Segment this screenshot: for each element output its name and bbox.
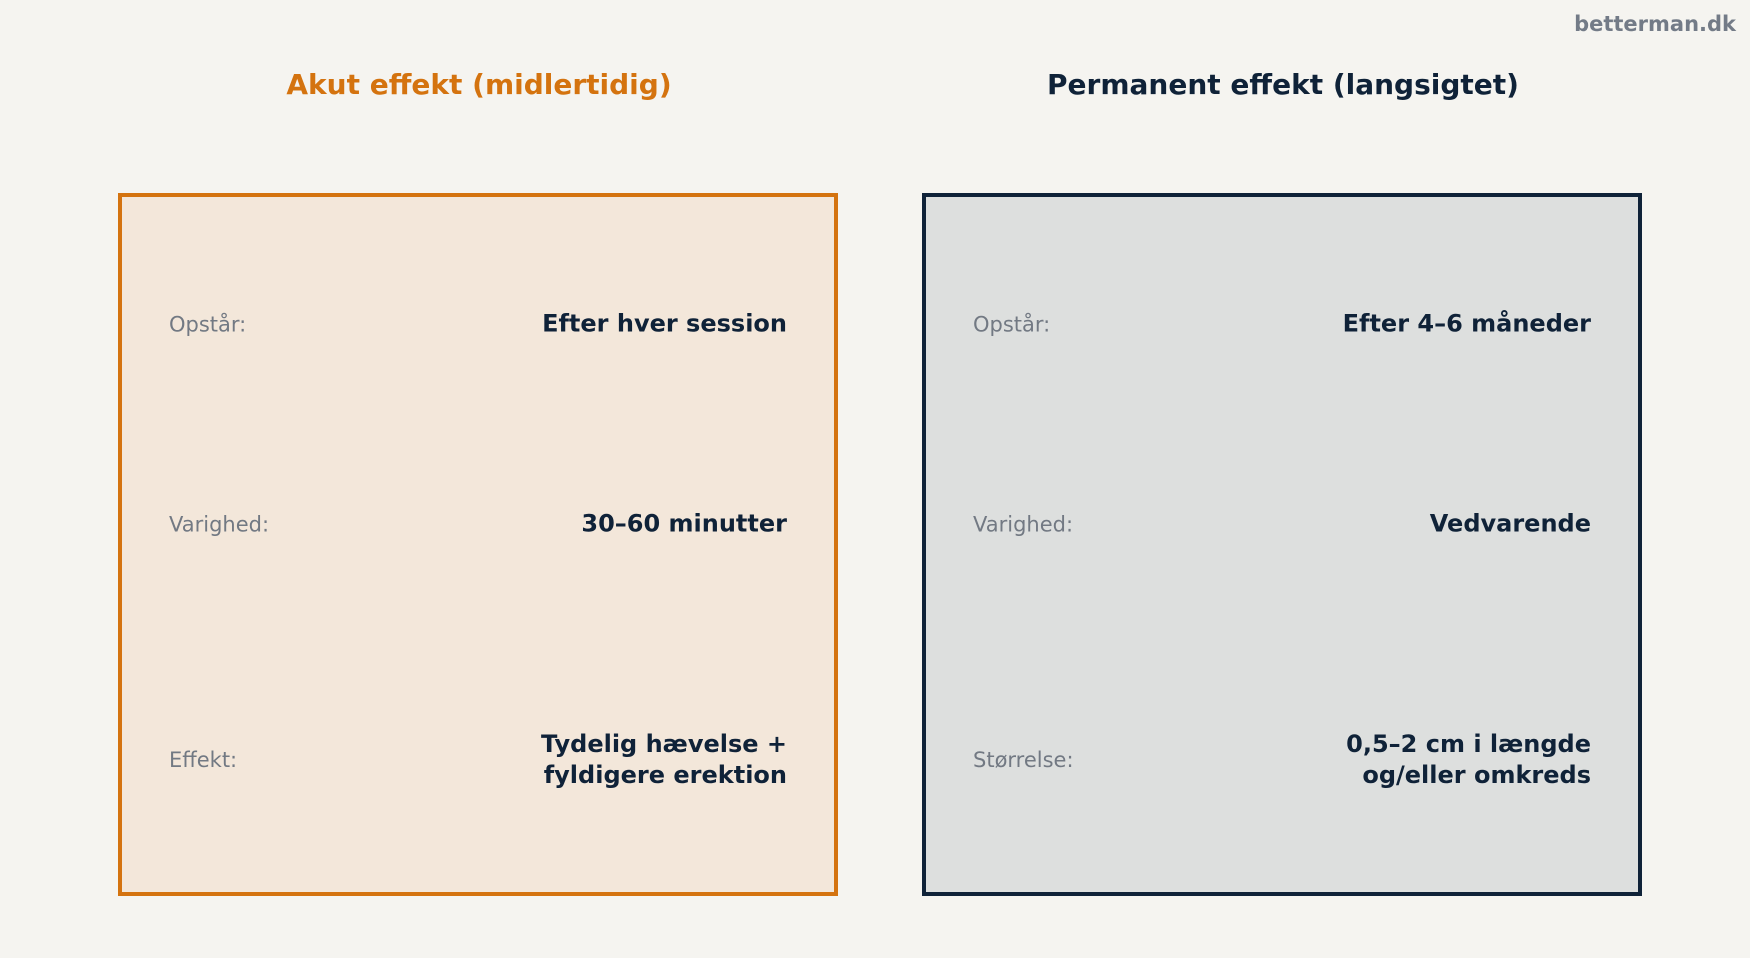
permanent-size-label: Størrelse:: [973, 748, 1074, 772]
acute-onset-row: Opstår: Efter hver session: [169, 309, 787, 340]
permanent-duration-label: Varighed:: [973, 512, 1074, 536]
permanent-onset-label: Opstår:: [973, 312, 1051, 336]
permanent-duration-row: Varighed: Vedvarende: [973, 509, 1591, 540]
acute-onset-label: Opstår:: [169, 312, 247, 336]
permanent-size-value: 0,5–2 cm i længde og/eller omkreds: [1346, 730, 1591, 789]
permanent-onset-value: Efter 4–6 måneder: [1342, 309, 1591, 338]
permanent-size-row: Størrelse: 0,5–2 cm i længde og/eller om…: [973, 729, 1591, 791]
brand-watermark: betterman.dk: [1574, 12, 1736, 36]
permanent-effect-title: Permanent effekt (langsigtet): [1047, 68, 1519, 101]
acute-onset-value: Efter hver session: [542, 309, 787, 338]
acute-duration-label: Varighed:: [169, 512, 270, 536]
permanent-onset-row: Opstår: Efter 4–6 måneder: [973, 309, 1591, 340]
acute-effect-row: Effekt: Tydelig hævelse + fyldigere erek…: [169, 729, 787, 791]
acute-effect-title: Akut effekt (midlertidig): [286, 68, 672, 101]
acute-effect-value: Tydelig hævelse + fyldigere erektion: [540, 730, 787, 789]
permanent-duration-value: Vedvarende: [1429, 509, 1591, 538]
acute-duration-value: 30–60 minutter: [581, 509, 787, 538]
acute-duration-row: Varighed: 30–60 minutter: [169, 509, 787, 540]
acute-effect-label: Effekt:: [169, 748, 238, 772]
acute-effect-panel: Opstår: Efter hver session Varighed: 30–…: [118, 193, 838, 896]
permanent-effect-panel: Opstår: Efter 4–6 måneder Varighed: Vedv…: [922, 193, 1642, 896]
